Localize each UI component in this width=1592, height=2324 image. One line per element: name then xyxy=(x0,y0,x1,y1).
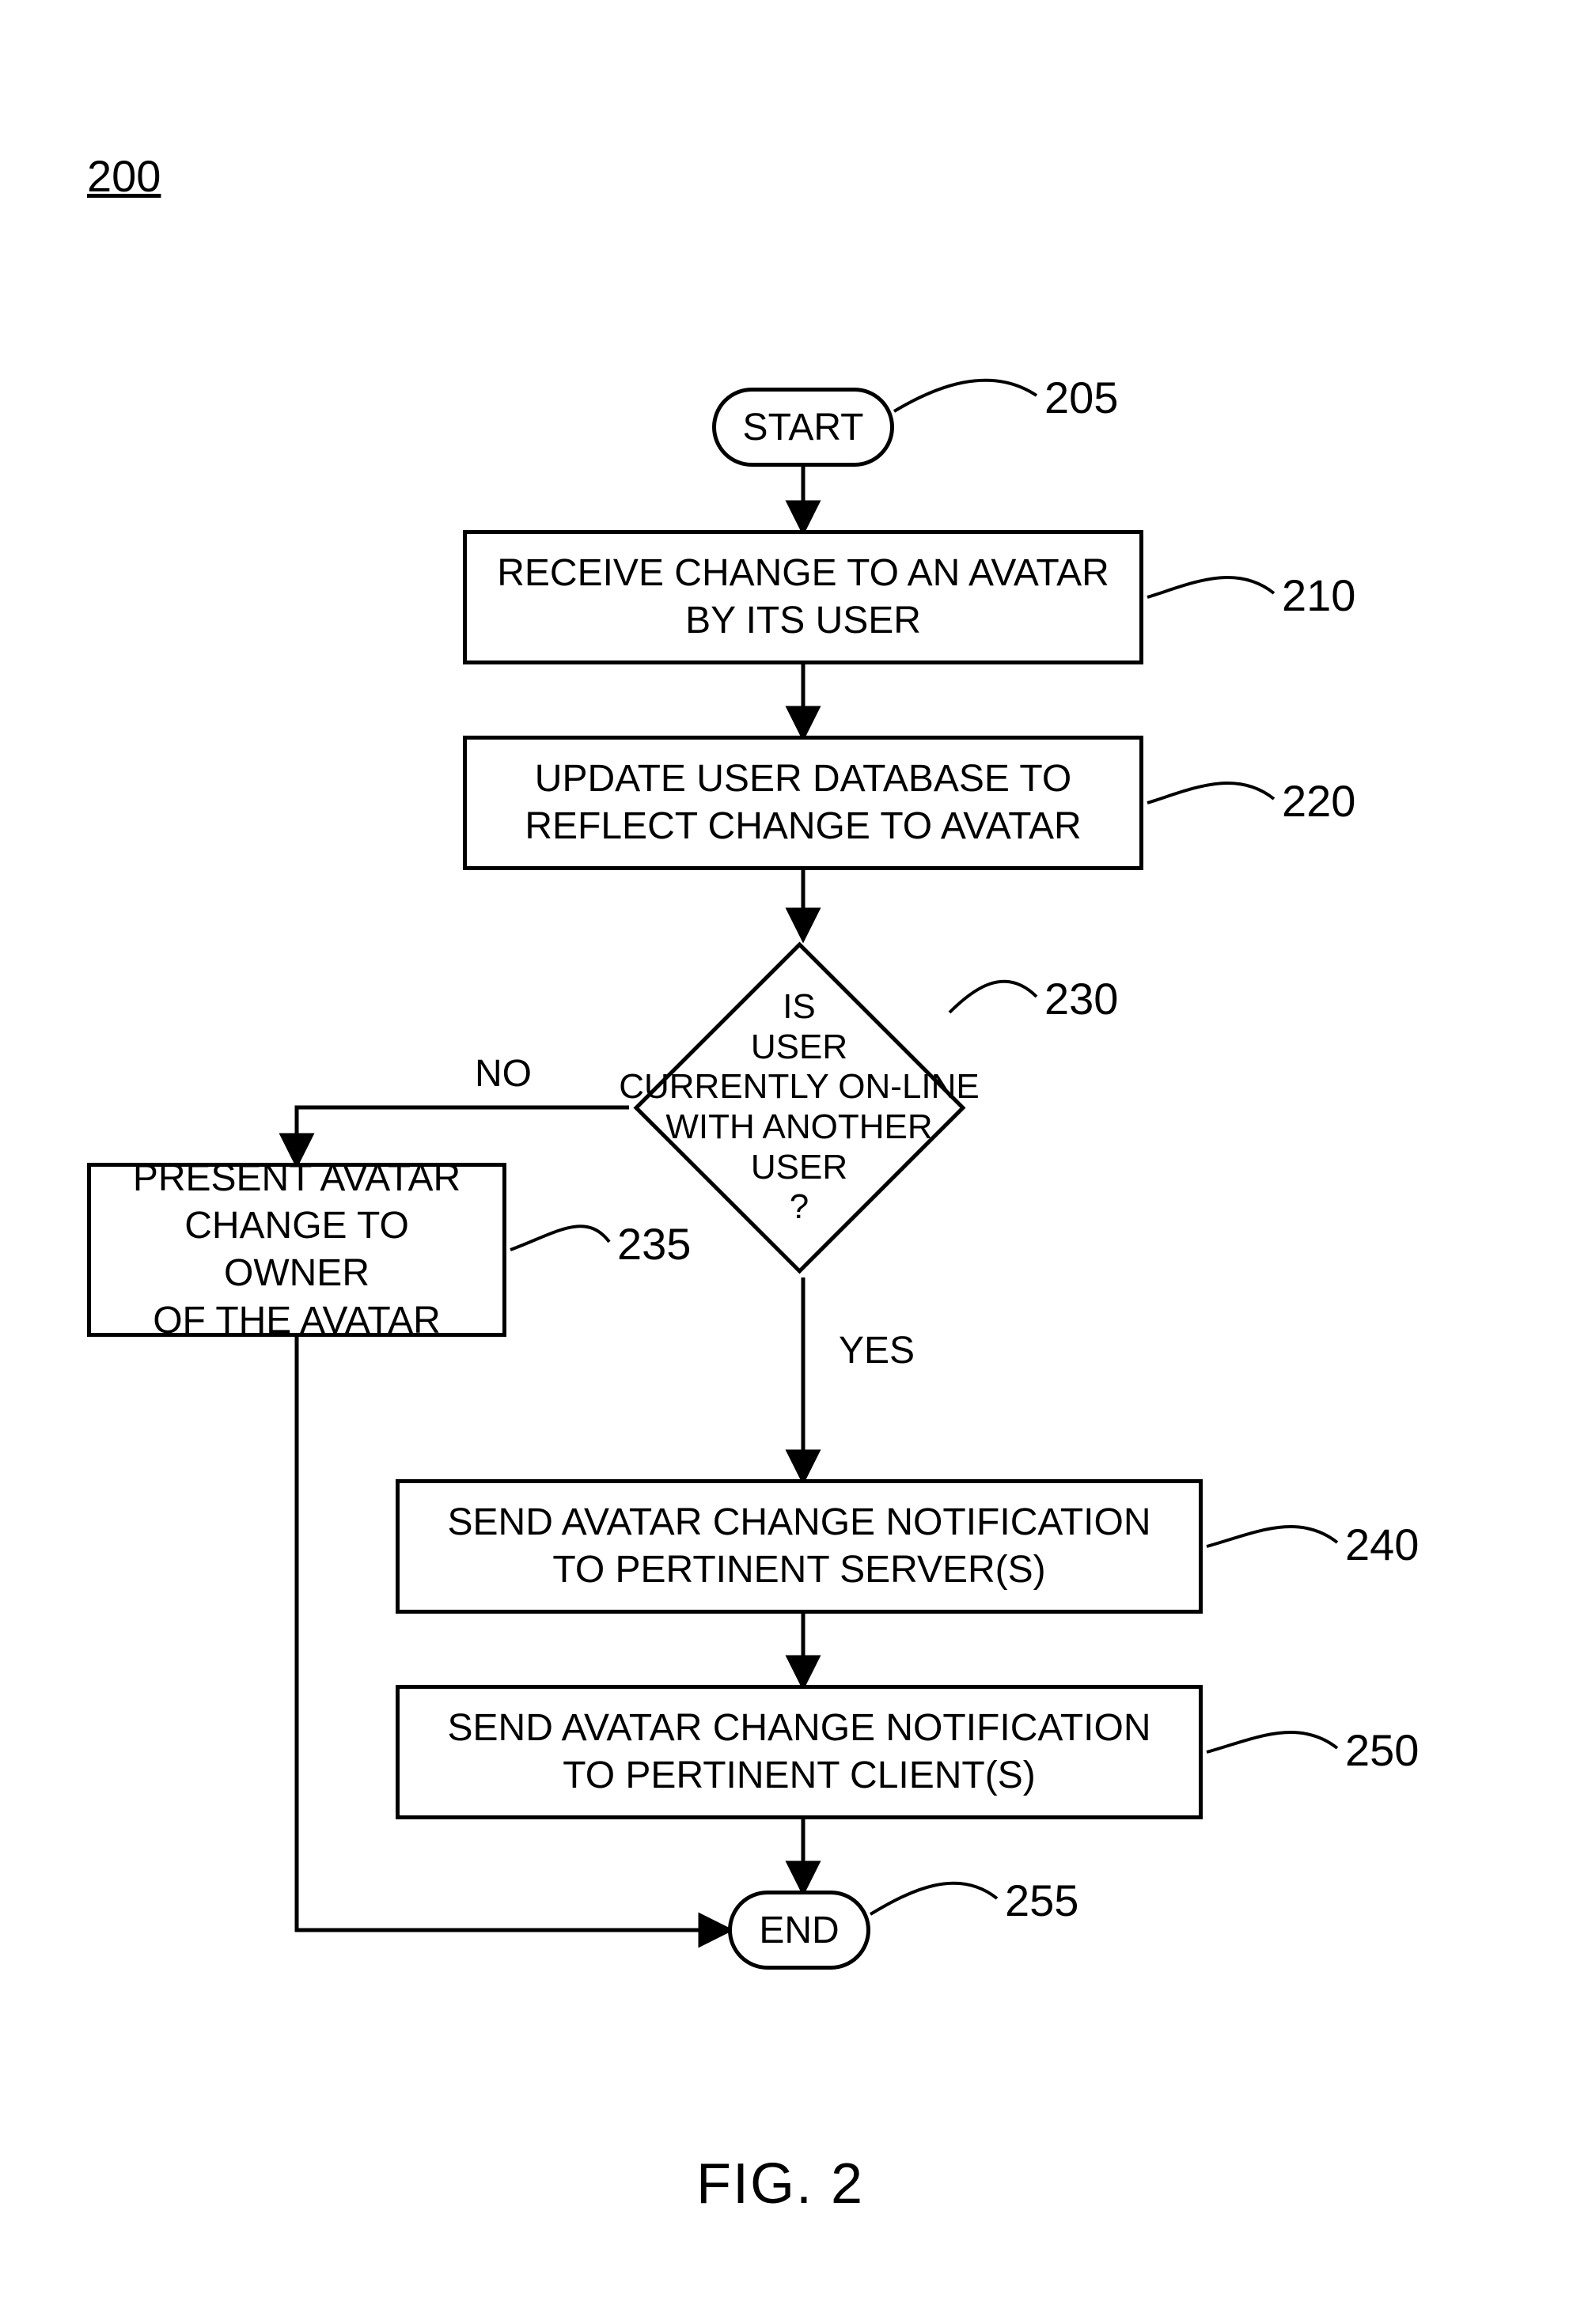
process-210-label: RECEIVE CHANGE TO AN AVATARBY ITS USER xyxy=(497,550,1109,645)
terminator-start: START xyxy=(712,388,894,467)
ref-label-210: 210 xyxy=(1282,570,1355,621)
process-present-to-owner: PRESENT AVATARCHANGE TO OWNEROF THE AVAT… xyxy=(87,1163,506,1337)
terminator-end: END xyxy=(728,1891,870,1970)
figure-caption: FIG. 2 xyxy=(696,2152,864,2216)
branch-label-yes: YES xyxy=(839,1329,915,1372)
figure-reference-number: 200 xyxy=(87,150,161,202)
process-update-database: UPDATE USER DATABASE TOREFLECT CHANGE TO… xyxy=(463,736,1143,870)
ref-label-250: 250 xyxy=(1345,1724,1419,1776)
ref-label-255: 255 xyxy=(1005,1875,1078,1926)
ref-label-230: 230 xyxy=(1044,973,1118,1024)
process-220-label: UPDATE USER DATABASE TOREFLECT CHANGE TO… xyxy=(525,755,1081,850)
branch-label-no: NO xyxy=(475,1052,532,1096)
ref-label-235: 235 xyxy=(617,1218,691,1270)
flowchart-canvas: 200 START RECEIVE CHANGE TO AN AVATARBY … xyxy=(0,0,1592,2324)
ref-label-240: 240 xyxy=(1345,1519,1419,1570)
terminator-end-label: END xyxy=(759,1909,839,1952)
process-250-label: SEND AVATAR CHANGE NOTIFICATIONTO PERTIN… xyxy=(448,1705,1151,1800)
process-notify-clients: SEND AVATAR CHANGE NOTIFICATIONTO PERTIN… xyxy=(396,1685,1203,1819)
process-receive-change: RECEIVE CHANGE TO AN AVATARBY ITS USER xyxy=(463,530,1143,664)
terminator-start-label: START xyxy=(743,406,864,449)
process-notify-servers: SEND AVATAR CHANGE NOTIFICATIONTO PERTIN… xyxy=(396,1479,1203,1614)
process-235-label: PRESENT AVATARCHANGE TO OWNEROF THE AVAT… xyxy=(107,1155,487,1345)
ref-label-220: 220 xyxy=(1282,775,1355,827)
ref-label-205: 205 xyxy=(1044,372,1118,423)
process-240-label: SEND AVATAR CHANGE NOTIFICATIONTO PERTIN… xyxy=(448,1499,1151,1594)
